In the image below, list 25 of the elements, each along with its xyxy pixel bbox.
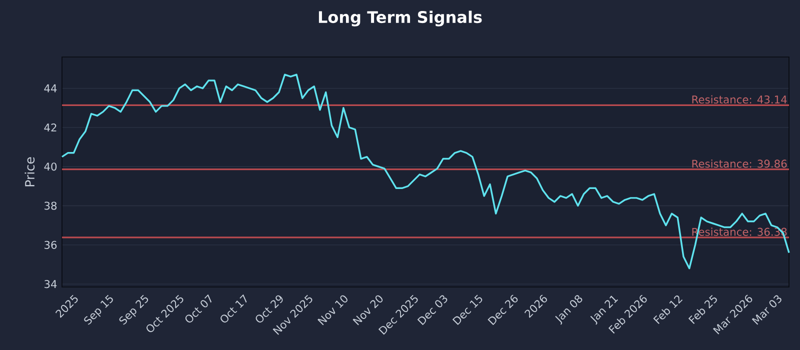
x-tick-label: Oct 07: [185, 294, 212, 323]
y-tick-label: 36: [44, 240, 57, 249]
x-tick-label: Nov 10: [318, 295, 348, 326]
y-tick-label: 44: [44, 84, 57, 92]
x-tick-label: Dec 26: [488, 294, 518, 326]
x-tick-label: Jan 08: [555, 295, 582, 325]
x-tick-label: Sep 25: [119, 294, 148, 325]
x-tick-label: Sep 15: [84, 294, 113, 325]
chart-title: Long Term Signals: [318, 10, 482, 26]
x-tick-label: Oct 17: [220, 294, 247, 323]
y-axis-title: Price: [24, 157, 35, 186]
y-tick-label: 42: [44, 124, 56, 132]
x-tick-label: Dec 15: [452, 294, 482, 326]
x-tick-label: Dec 03: [417, 295, 448, 326]
y-tick-label: 34: [44, 280, 57, 288]
x-tick-label: Nov 20: [352, 295, 383, 326]
y-tick-label: 38: [44, 202, 57, 210]
x-tick-label: Oct 29: [256, 295, 283, 323]
x-tick-label: Mar 03: [752, 295, 782, 325]
line-series: [61, 74, 790, 270]
ref-line-label: Resistance: 43.14: [692, 95, 787, 104]
y-tick-label: 40: [44, 162, 57, 171]
ref-line-label: Resistance: 39.86: [692, 160, 787, 168]
x-tick-label: Feb 12: [653, 296, 683, 324]
x-tick-label: Feb 25: [688, 294, 717, 324]
